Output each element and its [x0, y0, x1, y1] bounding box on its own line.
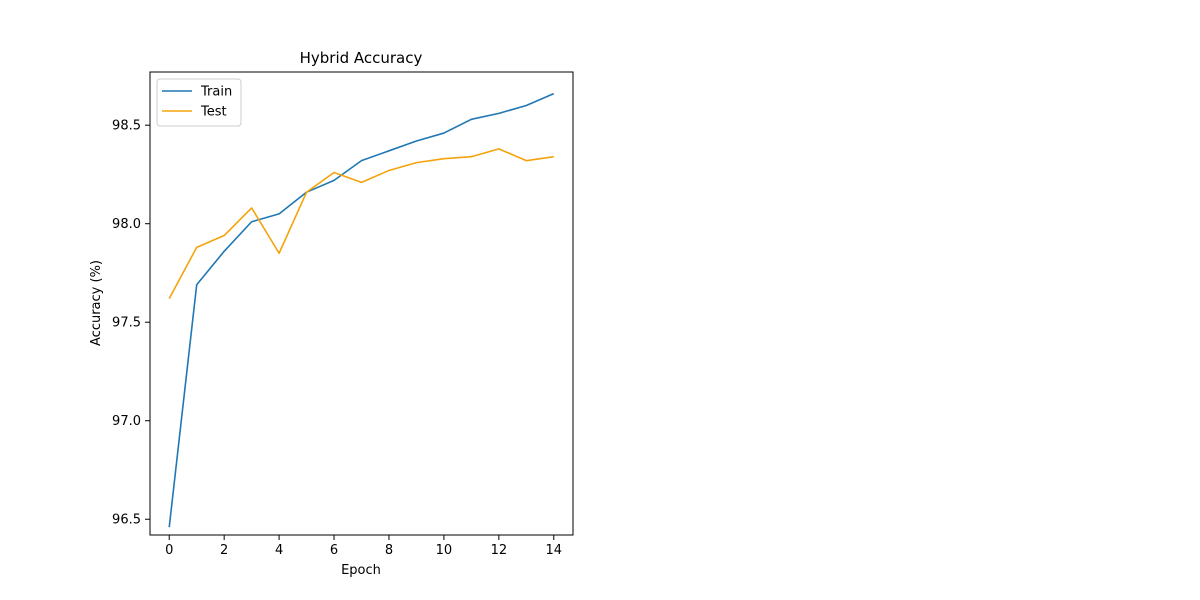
series-line-train — [168, 92, 555, 528]
x-tick-label: 2 — [220, 543, 228, 558]
x-tick-label: 0 — [165, 543, 173, 558]
legend: Train Test — [156, 78, 242, 127]
y-tick-label: 98.5 — [112, 119, 141, 134]
y-tick-label: 97.0 — [112, 414, 141, 429]
x-tick-label: 10 — [436, 543, 453, 558]
y-tick-label: 97.5 — [112, 316, 141, 331]
y-tick-label: 98.0 — [112, 217, 141, 232]
x-axis-label: Epoch — [341, 563, 381, 578]
series-group — [168, 92, 555, 528]
legend-label-train: Train — [200, 85, 232, 100]
x-tick-label: 8 — [385, 543, 393, 558]
x-tick-label: 14 — [545, 543, 562, 558]
plot-area — [149, 71, 574, 536]
y-axis-label: Accuracy (%) — [89, 260, 104, 346]
chart-title: Hybrid Accuracy — [300, 49, 423, 67]
x-tick-label: 4 — [275, 543, 283, 558]
y-axis: 96.5 97.0 97.5 98.0 98.5 — [112, 119, 150, 528]
y-tick-label: 96.5 — [112, 513, 141, 528]
x-tick-label: 12 — [491, 543, 508, 558]
x-tick-label: 6 — [330, 543, 338, 558]
x-axis: 0 2 4 6 8 10 12 14 — [165, 535, 562, 558]
legend-label-test: Test — [200, 105, 227, 120]
series-line-test — [168, 148, 554, 299]
